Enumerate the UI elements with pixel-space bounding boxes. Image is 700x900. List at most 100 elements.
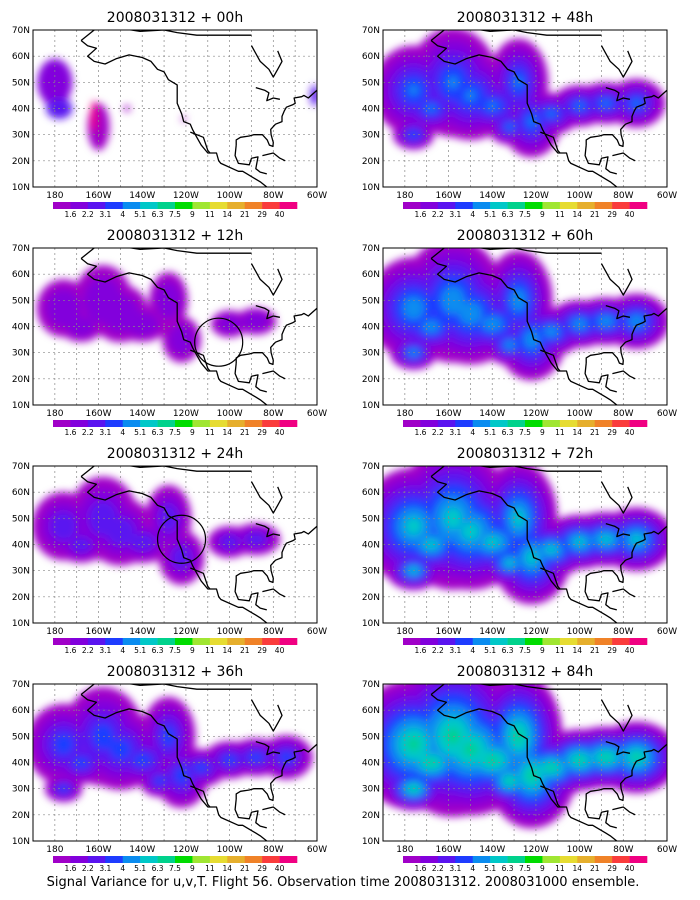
- lat-tick-label: 50N: [362, 732, 380, 742]
- colorbar-label: 21: [240, 210, 250, 219]
- colorbar-swatch: [122, 856, 141, 863]
- lat-tick-label: 20N: [12, 157, 30, 167]
- lat-tick-label: 60N: [12, 52, 30, 62]
- lat-tick-label: 10N: [12, 619, 30, 629]
- colorbar-swatch: [490, 202, 508, 209]
- lat-tick-label: 40N: [362, 323, 380, 333]
- colorbar-swatch: [244, 856, 263, 863]
- colorbar-swatch: [53, 638, 71, 645]
- colorbar-label: 40: [275, 646, 285, 655]
- colorbar-swatch: [542, 856, 561, 863]
- colorbar-swatch: [105, 856, 124, 863]
- lon-tick-label: 100W: [217, 191, 243, 201]
- colorbar-label: 40: [275, 210, 285, 219]
- map-panel: 2008031312 + 84h 70N 60N 50N 40N 30N 20N 10N 180…: [362, 664, 677, 873]
- colorbar-swatch: [472, 638, 491, 645]
- colorbar-label: 2.2: [82, 646, 94, 655]
- colorbar-swatch: [525, 420, 543, 427]
- colorbar-label: 3.1: [99, 210, 111, 219]
- colorbar-label: 2.2: [432, 646, 444, 655]
- colorbar-swatch: [157, 420, 176, 427]
- colorbar-label: 40: [625, 210, 635, 219]
- lon-tick-label: 180: [46, 409, 63, 419]
- colorbar-swatch: [122, 202, 141, 209]
- colorbar-label: 11: [555, 210, 565, 219]
- colorbar-swatch: [192, 202, 211, 209]
- colorbar-label: 5.1: [484, 646, 496, 655]
- colorbar-swatch: [455, 856, 474, 863]
- colorbar-swatch: [612, 420, 630, 427]
- colorbar-swatch: [262, 202, 280, 209]
- map-panel: 2008031312 + 48h 70N 60N 50N 40N 30N 20N 10N 180…: [362, 10, 677, 219]
- colorbar-swatch: [122, 638, 141, 645]
- colorbar-swatch: [175, 202, 193, 209]
- variance-field: [33, 476, 281, 585]
- lon-tick-label: 80W: [613, 627, 633, 637]
- colorbar-label: 4: [120, 428, 125, 437]
- map-panel: 2008031312 + 12h 70N 60N 50N 40N 30N 20N 10N 180…: [12, 228, 327, 437]
- colorbar-swatch: [70, 638, 89, 645]
- lon-tick-label: 160W: [85, 627, 111, 637]
- lat-tick-label: 40N: [12, 759, 30, 769]
- colorbar-swatch: [472, 856, 491, 863]
- colorbar-swatch: [594, 202, 613, 209]
- colorbar-swatch: [105, 638, 124, 645]
- colorbar-label: 3.1: [449, 864, 461, 873]
- coastline: [430, 684, 667, 841]
- colorbar-label: 11: [205, 428, 215, 437]
- colorbar-label: 4: [470, 646, 475, 655]
- colorbar-label: 2.2: [82, 864, 94, 873]
- colorbar-label: 5.1: [134, 428, 146, 437]
- colorbar-label: 29: [607, 210, 617, 219]
- lat-tick-label: 50N: [362, 514, 380, 524]
- colorbar-label: 29: [257, 646, 267, 655]
- colorbar-swatch: [227, 202, 246, 209]
- colorbar-swatch: [262, 856, 280, 863]
- colorbar-swatch: [105, 202, 124, 209]
- colorbar-label: 29: [607, 864, 617, 873]
- lon-tick-label: 100W: [217, 409, 243, 419]
- panel-title: 2008031312 + 72h: [457, 446, 593, 462]
- panel-title: 2008031312 + 12h: [107, 228, 243, 244]
- colorbar-label: 29: [607, 428, 617, 437]
- lat-tick-label: 40N: [12, 541, 30, 551]
- colorbar-label: 5.1: [484, 210, 496, 219]
- colorbar-swatch: [140, 420, 158, 427]
- lat-tick-label: 40N: [362, 759, 380, 769]
- colorbar-swatch: [157, 202, 176, 209]
- colorbar-label: 1.6: [414, 646, 426, 655]
- colorbar-swatch: [437, 420, 456, 427]
- colorbar-swatch: [140, 638, 158, 645]
- lon-tick-label: 60W: [307, 409, 327, 419]
- colorbar-swatch: [542, 202, 561, 209]
- map-frame: [32, 683, 318, 842]
- lat-tick-label: 30N: [12, 131, 30, 141]
- colorbar-swatch: [87, 420, 106, 427]
- colorbar-swatch: [70, 202, 89, 209]
- lat-tick-label: 60N: [362, 706, 380, 716]
- colorbar-swatch: [490, 638, 508, 645]
- colorbar-label: 14: [573, 428, 583, 437]
- lon-tick-label: 120W: [173, 845, 199, 855]
- lon-tick-label: 120W: [173, 191, 199, 201]
- colorbar-label: 21: [590, 428, 600, 437]
- colorbar-swatch: [262, 638, 280, 645]
- colorbar-swatch: [559, 638, 578, 645]
- colorbar-swatch: [279, 420, 298, 427]
- colorbar-swatch: [122, 420, 141, 427]
- colorbar-swatch: [209, 856, 228, 863]
- colorbar-swatch: [577, 638, 596, 645]
- colorbar-swatch: [420, 420, 439, 427]
- variance-field: [383, 30, 666, 158]
- colorbar-swatch: [420, 856, 439, 863]
- colorbar-label: 14: [223, 428, 233, 437]
- colorbar-label: 6.3: [152, 428, 164, 437]
- lon-tick-label: 60W: [657, 191, 677, 201]
- map-frame: [32, 465, 318, 624]
- colorbar-label: 4: [470, 864, 475, 873]
- lon-tick-label: 140W: [479, 191, 505, 201]
- lon-tick-label: 80W: [613, 845, 633, 855]
- lon-tick-label: 60W: [307, 845, 327, 855]
- colorbar-swatch: [53, 856, 71, 863]
